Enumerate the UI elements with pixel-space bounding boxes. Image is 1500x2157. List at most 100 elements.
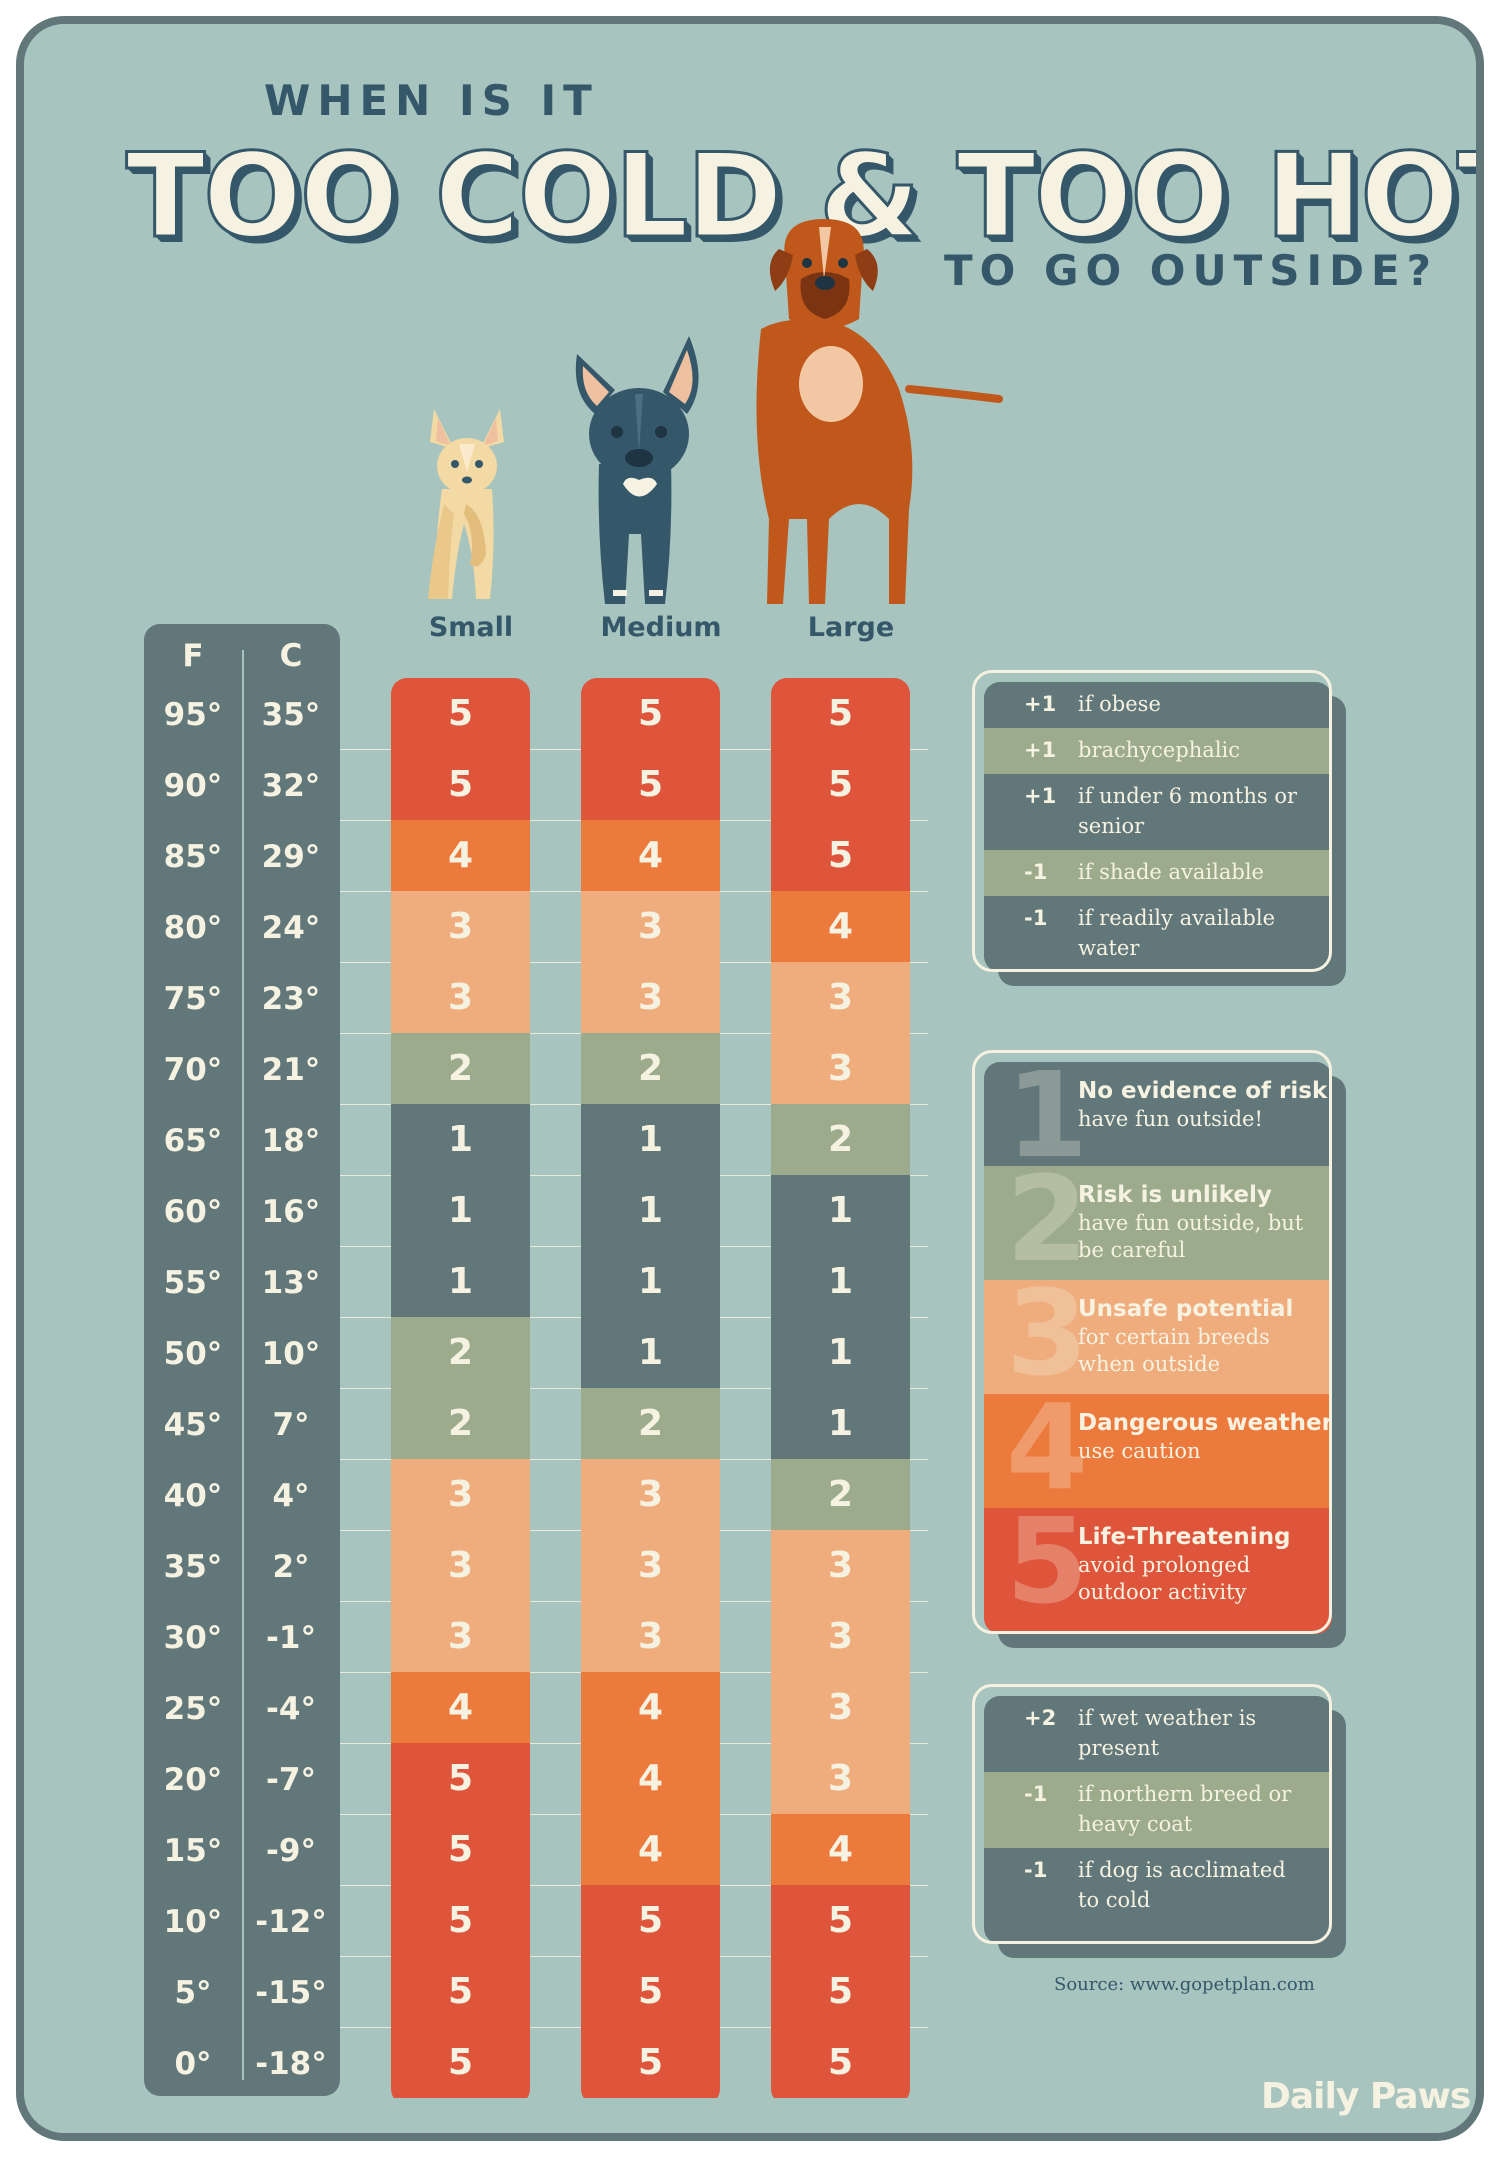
modifier-text: if dog is acclimated to cold xyxy=(1078,1858,1286,1912)
large-rating-cell: 3 xyxy=(771,1672,910,1743)
small-rating-cell: 5 xyxy=(391,1743,530,1814)
row-separator xyxy=(174,1246,928,1247)
row-separator xyxy=(174,1814,928,1815)
small-rating-cell: 2 xyxy=(391,1388,530,1459)
row-separator xyxy=(174,2027,928,2028)
celsius-value: -1° xyxy=(266,1620,316,1656)
celsius-value: 10° xyxy=(261,1336,321,1372)
large-rating-cell: 3 xyxy=(771,1530,910,1601)
modifier-text: if wet weather is present xyxy=(1078,1706,1257,1760)
fahrenheit-value: 80° xyxy=(163,910,223,946)
large-rating-cell: 5 xyxy=(771,678,910,749)
small-dog-illustration xyxy=(428,409,504,599)
celsius-header: C xyxy=(279,638,303,674)
size-label-small: Small xyxy=(428,612,514,643)
legend-row-level-5: 5 Life-Threatening avoid prolonged outdoor… xyxy=(984,1508,1332,1634)
size-label-medium: Medium xyxy=(600,612,722,643)
celsius-value: -4° xyxy=(266,1691,316,1727)
legend-row-level-2: 2 Risk is unlikely have fun outside, but b… xyxy=(984,1166,1332,1280)
fahrenheit-value: 65° xyxy=(163,1123,223,1159)
legend-title: No evidence of risk xyxy=(1078,1078,1328,1104)
daily-paws-logo: Daily Paws xyxy=(1261,2076,1471,2117)
row-separator xyxy=(174,1601,928,1602)
fahrenheit-value: 75° xyxy=(163,981,223,1017)
row-separator xyxy=(174,1104,928,1105)
large-rating-cell: 4 xyxy=(771,891,910,962)
row-separator xyxy=(174,1743,928,1744)
celsius-value: -9° xyxy=(266,1833,316,1869)
small-rating-cell: 5 xyxy=(391,749,530,820)
heat-modifiers-box: +1 if obese +1 brachycephalic +1 if under 6 m… xyxy=(972,670,1346,986)
row-separator xyxy=(174,1459,928,1460)
modifier-row: +2 if wet weather is present xyxy=(984,1696,1332,1772)
modifier-value: +1 xyxy=(1024,692,1057,716)
celsius-value: -12° xyxy=(255,1904,327,1940)
small-rating-cell: 5 xyxy=(391,1814,530,1885)
modifier-text: if obese xyxy=(1078,692,1161,716)
medium-rating-cell: 3 xyxy=(581,1601,720,1672)
fahrenheit-value: 90° xyxy=(163,768,223,804)
medium-rating-cell: 1 xyxy=(581,1246,720,1317)
row-separator xyxy=(174,1672,928,1673)
small-rating-cell: 3 xyxy=(391,1459,530,1530)
medium-rating-cell: 3 xyxy=(581,1530,720,1601)
size-label-large: Large xyxy=(807,612,895,643)
medium-rating-cell: 3 xyxy=(581,962,720,1033)
celsius-value: 35° xyxy=(261,697,321,733)
large-rating-cell: 1 xyxy=(771,1388,910,1459)
modifier-row: +1 if obese xyxy=(984,682,1332,728)
large-rating-cell: 1 xyxy=(771,1246,910,1317)
large-rating-cell: 4 xyxy=(771,1814,910,1885)
small-rating-cell: 3 xyxy=(391,962,530,1033)
fahrenheit-value: 40° xyxy=(163,1478,223,1514)
medium-rating-cell: 5 xyxy=(581,749,720,820)
small-rating-cell: 2 xyxy=(391,1317,530,1388)
small-rating-cell: 3 xyxy=(391,1601,530,1672)
legend-number: 2 xyxy=(1006,1166,1089,1280)
large-rating-cell: 5 xyxy=(771,2027,910,2098)
row-separator xyxy=(174,1956,928,1957)
celsius-value: 18° xyxy=(261,1123,321,1159)
fahrenheit-value: 35° xyxy=(163,1549,223,1585)
celsius-value: -18° xyxy=(255,2046,327,2082)
fahrenheit-value: 70° xyxy=(163,1052,223,1088)
legend-description: use caution xyxy=(1078,1439,1201,1463)
modifier-text: if northern breed or heavy coat xyxy=(1078,1782,1292,1836)
small-rating-cell: 5 xyxy=(391,1885,530,1956)
modifier-value: -1 xyxy=(1024,860,1048,884)
modifier-text: if under 6 months or senior xyxy=(1078,784,1298,838)
header-line-3: TO GO OUTSIDE? xyxy=(944,246,1439,295)
celsius-value: -15° xyxy=(255,1975,327,2011)
legend-number: 3 xyxy=(1006,1280,1089,1394)
small-rating-cell: 1 xyxy=(391,1104,530,1175)
legend-row-level-3: 3 Unsafe potential for certain breeds when… xyxy=(984,1280,1332,1394)
legend-title: Risk is unlikely xyxy=(1078,1182,1272,1208)
medium-rating-cell: 3 xyxy=(581,891,720,962)
small-rating-cell: 5 xyxy=(391,2027,530,2098)
medium-rating-cell: 3 xyxy=(581,1459,720,1530)
large-rating-cell: 2 xyxy=(771,1104,910,1175)
row-separator xyxy=(174,820,928,821)
fahrenheit-value: 25° xyxy=(163,1691,223,1727)
celsius-value: 13° xyxy=(261,1265,321,1301)
small-rating-cell: 1 xyxy=(391,1175,530,1246)
modifier-value: +2 xyxy=(1024,1706,1057,1730)
celsius-value: 7° xyxy=(272,1407,310,1443)
temperature-divider xyxy=(242,650,244,2080)
header-line-1: WHEN IS IT xyxy=(264,76,599,125)
celsius-value: -7° xyxy=(266,1762,316,1798)
large-rating-cell: 5 xyxy=(771,1956,910,2027)
legend-title: Life-Threatening xyxy=(1078,1524,1291,1550)
fahrenheit-value: 5° xyxy=(174,1975,212,2011)
celsius-value: 24° xyxy=(261,910,321,946)
medium-rating-cell: 5 xyxy=(581,1885,720,1956)
modifier-text: if shade available xyxy=(1078,860,1264,884)
small-rating-cell: 4 xyxy=(391,820,530,891)
legend-description: have fun outside! xyxy=(1078,1107,1263,1131)
legend-description: have fun outside, but be careful xyxy=(1078,1211,1304,1262)
modifier-text: if readily available water xyxy=(1078,906,1276,960)
celsius-value: 21° xyxy=(261,1052,321,1088)
large-rating-cell: 5 xyxy=(771,749,910,820)
medium-rating-cell: 5 xyxy=(581,2027,720,2098)
